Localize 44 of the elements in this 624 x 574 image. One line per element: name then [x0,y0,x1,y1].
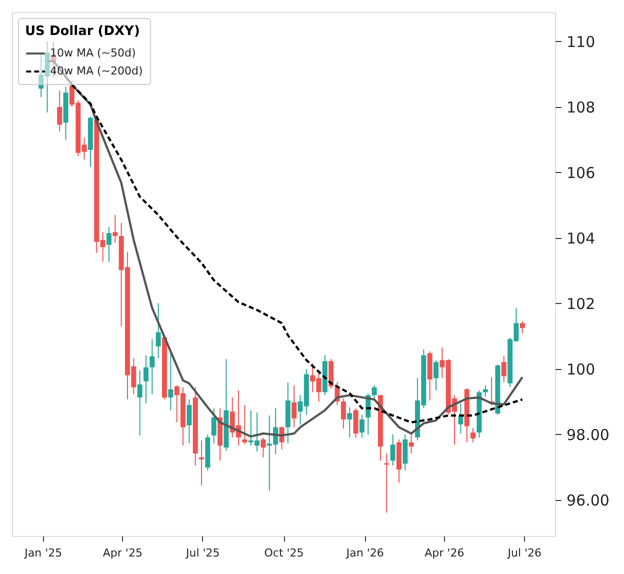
y-tick-label: 108 [566,98,596,116]
y-tick-label: 96.00 [566,491,610,510]
candlestick [57,90,62,132]
x-tick-label: Jan '26 [345,546,384,560]
legend-label: 10w MA (~50d) [50,46,136,60]
candlestick [408,434,414,454]
candlestick [242,404,248,445]
candlestick [359,414,364,438]
x-tick-label: Apr '25 [102,546,142,560]
x-tick-label: Oct '25 [264,546,304,560]
candlestick [340,398,346,430]
x-tick-label: Apr '26 [424,546,464,560]
candlestick [199,440,204,486]
candlestick [260,437,266,458]
candlestick [458,402,464,434]
candlestick [106,226,112,262]
candlestick [520,320,525,334]
candlestick [168,352,174,411]
candlestick [292,384,297,428]
candlestick [501,355,506,383]
candlestick [390,434,396,466]
legend-label: 40w MA (~200d) [50,64,143,78]
candlestick [211,408,216,444]
x-tick-label: Jan '25 [24,546,62,560]
candlestick [470,427,476,443]
candlestick [347,406,352,438]
y-tick-label: 102 [566,294,596,313]
x-tick-label: Jul '26 [506,546,542,560]
y-tick-label: 106 [566,164,596,182]
candlestick [372,384,377,399]
candlestick [150,338,155,395]
candlestick [434,360,438,391]
candlestick [156,302,161,359]
y-tick-label: 110 [566,32,596,51]
y-tick-label: 100 [566,360,596,378]
y-tick-label: 104 [566,229,596,248]
legend-title: US Dollar (DXY) [25,24,140,39]
candlestick [186,398,192,444]
candlestick [137,370,142,436]
candlestick [353,408,358,438]
candlestick [143,354,148,404]
y-tick-label: 98.00 [566,426,610,444]
candlestick [112,214,118,244]
x-tick-label: Jul '25 [185,546,220,560]
